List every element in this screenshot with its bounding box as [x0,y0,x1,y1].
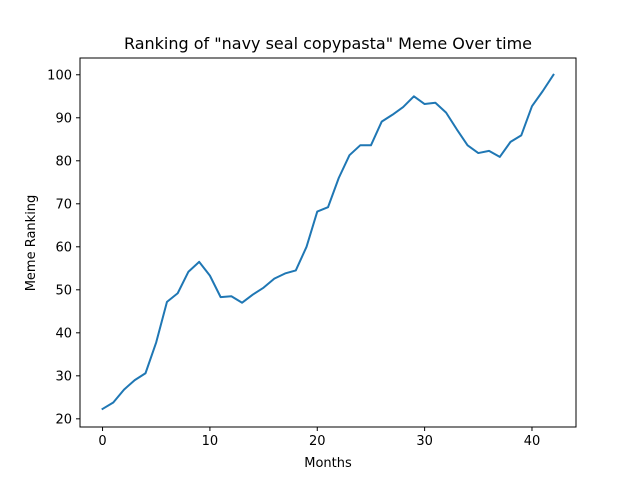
y-tick-label-30: 30 [55,369,72,384]
x-tick-label-20: 20 [309,434,326,449]
y-tick-label-100: 100 [47,68,72,83]
y-tick-label-40: 40 [55,326,72,341]
y-tick-label-20: 20 [55,412,72,427]
y-tick-label-50: 50 [55,283,72,298]
chart-title: Ranking of "navy seal copypasta" Meme Ov… [124,34,532,53]
y-tick-label-90: 90 [55,111,72,126]
x-tick-label-30: 30 [416,434,433,449]
plot-area: 0 10 20 30 40 20 30 40 50 60 70 80 90 100 [47,57,577,449]
y-tick-label-80: 80 [55,154,72,169]
y-axis-label: Meme Ranking [24,195,39,292]
axes-frame [79,57,577,428]
y-tick-label-60: 60 [55,240,72,255]
x-tick-label-0: 0 [98,434,106,449]
series-line-0 [101,73,555,411]
x-tick-label-40: 40 [524,434,541,449]
x-axis-label: Months [304,456,352,471]
x-tick-label-10: 10 [202,434,219,449]
y-tick-label-70: 70 [55,197,72,212]
